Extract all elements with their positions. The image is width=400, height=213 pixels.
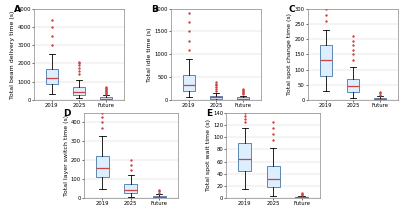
Y-axis label: Total beam delivery time (s): Total beam delivery time (s) bbox=[10, 10, 15, 98]
Text: B: B bbox=[151, 5, 158, 14]
PathPatch shape bbox=[100, 97, 112, 99]
PathPatch shape bbox=[295, 197, 308, 198]
Text: A: A bbox=[14, 5, 21, 14]
PathPatch shape bbox=[210, 95, 222, 98]
PathPatch shape bbox=[237, 97, 250, 99]
PathPatch shape bbox=[267, 166, 280, 187]
PathPatch shape bbox=[96, 156, 109, 177]
Text: D: D bbox=[63, 109, 71, 118]
PathPatch shape bbox=[182, 75, 195, 91]
PathPatch shape bbox=[46, 69, 58, 84]
PathPatch shape bbox=[73, 87, 85, 95]
Text: C: C bbox=[288, 5, 295, 14]
PathPatch shape bbox=[320, 45, 332, 76]
PathPatch shape bbox=[374, 98, 386, 99]
PathPatch shape bbox=[124, 184, 137, 193]
Y-axis label: Total spot change time (s): Total spot change time (s) bbox=[288, 13, 292, 95]
PathPatch shape bbox=[238, 143, 251, 171]
Y-axis label: Total layer switch time (s): Total layer switch time (s) bbox=[64, 115, 68, 196]
PathPatch shape bbox=[347, 79, 359, 92]
Y-axis label: Total idle time (s): Total idle time (s) bbox=[147, 27, 152, 82]
PathPatch shape bbox=[153, 196, 166, 197]
Text: E: E bbox=[206, 109, 212, 118]
Y-axis label: Total spot wait time (s): Total spot wait time (s) bbox=[206, 119, 211, 191]
